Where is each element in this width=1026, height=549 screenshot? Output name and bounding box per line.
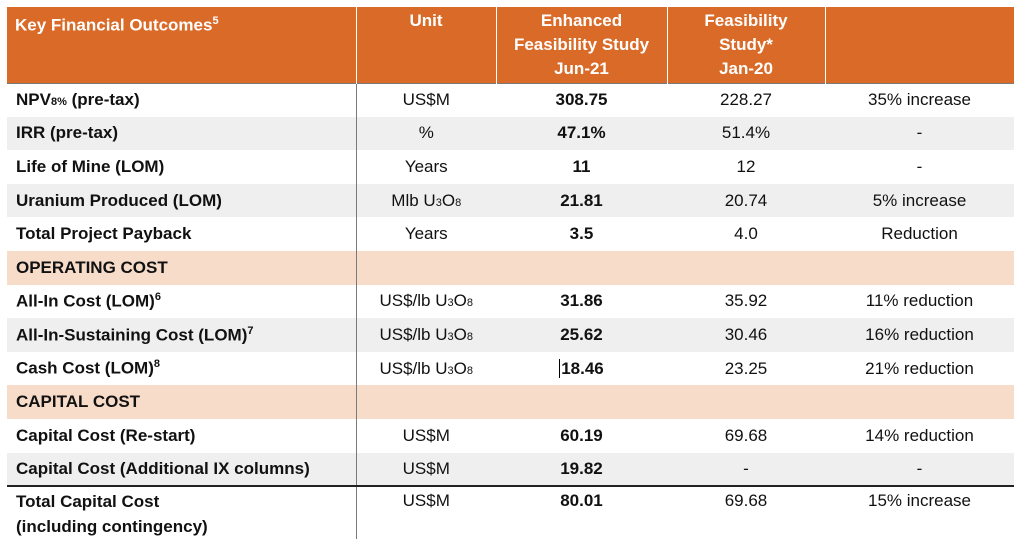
table-row-payback: Total Project Payback Years 3.5 4.0 Redu… <box>7 217 1014 251</box>
row-fs-value: 51.4% <box>667 116 825 151</box>
section-cell <box>355 385 496 419</box>
table-row-life-of-mine: Life of Mine (LOM) Years 11 12 - <box>7 150 1014 184</box>
header-enhanced-feasibility-study: Enhanced Feasibility Study Jun-21 <box>495 7 667 83</box>
row-efs-value: 308.75 <box>496 82 667 117</box>
row-label: Capital Cost (Additional IX columns) <box>7 452 356 487</box>
row-fs-value: 4.0 <box>734 224 758 244</box>
row-unit: US$M <box>355 452 496 487</box>
row-unit: US$/lb U3O8 <box>355 284 496 319</box>
row-unit: US$M <box>355 82 496 117</box>
row-change: Reduction <box>881 224 958 244</box>
header-change <box>824 7 1014 83</box>
section-cell <box>667 385 825 419</box>
row-efs-value: 31.86 <box>560 291 603 311</box>
section-title: OPERATING COST <box>7 250 356 285</box>
row-change: - <box>825 116 1014 151</box>
table-row-npv: NPV8% (pre-tax) US$M 308.75 228.27 35% i… <box>7 82 1014 117</box>
row-change: 35% increase <box>825 82 1014 117</box>
row-efs-value[interactable]: 18.46 <box>559 358 604 378</box>
row-efs-value: 47.1% <box>496 116 667 151</box>
row-fs-value: 69.68 <box>724 425 768 445</box>
section-cell <box>355 250 496 285</box>
row-efs-value: 80.01 <box>496 485 667 540</box>
row-fs-value: 69.68 <box>667 485 825 540</box>
table-row-capital-restart: Capital Cost (Re-start) US$M 60.19 69.68… <box>7 418 1014 453</box>
section-title: CAPITAL COST <box>7 385 356 419</box>
table-row-irr: IRR (pre-tax) % 47.1% 51.4% - <box>7 116 1014 151</box>
row-label: IRR (pre-tax) <box>7 116 356 151</box>
row-label: Life of Mine (LOM) <box>16 156 165 176</box>
row-efs-value: 60.19 <box>560 425 603 445</box>
table-row-capital-ix-columns: Capital Cost (Additional IX columns) US$… <box>7 452 1014 487</box>
row-change: 21% reduction <box>865 358 974 378</box>
row-fs-value: 30.46 <box>667 318 825 352</box>
section-cell <box>667 250 825 285</box>
financial-outcomes-table: Key Financial Outcomes5 Unit Enhanced Fea… <box>7 7 1014 540</box>
footnote-ref: 5 <box>212 15 219 27</box>
row-label: Capital Cost (Re-start) <box>16 425 196 445</box>
row-unit: Mlb U3O8 <box>355 183 496 218</box>
row-unit: % <box>355 116 496 151</box>
table-row-total-capital-cost: Total Capital Cost (including contingency… <box>7 485 1014 540</box>
section-cell <box>496 250 667 285</box>
row-unit: US$/lb U3O8 <box>355 351 496 386</box>
row-label: Cash Cost (LOM)8 <box>16 358 161 378</box>
section-row-operating-cost: OPERATING COST <box>7 250 1014 285</box>
row-efs-value: 25.62 <box>496 318 667 352</box>
table-row-all-in-cost: All-In Cost (LOM)6 US$/lb U3O8 31.86 35.… <box>7 284 1014 319</box>
row-unit: US$M <box>355 418 496 453</box>
row-change: - <box>825 452 1014 487</box>
header-row: Key Financial Outcomes5 Unit Enhanced Fea… <box>7 7 1014 83</box>
row-fs-value: 20.74 <box>667 183 825 218</box>
row-change: 11% reduction <box>865 291 974 311</box>
table-row-cash-cost: Cash Cost (LOM)8 US$/lb U3O8 18.46 23.25… <box>7 351 1014 386</box>
row-label: All-In-Sustaining Cost (LOM)7 <box>7 318 356 352</box>
row-label: NPV8% (pre-tax) <box>7 82 356 117</box>
row-fs-value: 23.25 <box>724 358 768 378</box>
row-label: All-In Cost (LOM)6 <box>16 291 161 311</box>
row-fs-value: - <box>667 452 825 487</box>
table-row-all-in-sustaining-cost: All-In-Sustaining Cost (LOM)7 US$/lb U3O… <box>7 318 1014 352</box>
row-fs-value: 12 <box>736 156 756 176</box>
row-label: Uranium Produced (LOM) <box>7 183 356 218</box>
row-unit: Years <box>355 150 496 184</box>
row-fs-value: 228.27 <box>667 82 825 117</box>
row-change: - <box>916 156 923 176</box>
row-efs-value: 11 <box>572 156 591 176</box>
row-label: Total Capital Cost (including contingency… <box>7 485 356 540</box>
section-cell <box>496 385 667 419</box>
row-change: 16% reduction <box>825 318 1014 352</box>
header-feasibility-study: Feasibility Study* Jan-20 <box>666 7 825 83</box>
header-unit: Unit <box>355 7 496 83</box>
table-row-uranium-produced: Uranium Produced (LOM) Mlb U3O8 21.81 20… <box>7 183 1014 218</box>
section-cell <box>825 250 1014 285</box>
section-row-capital-cost: CAPITAL COST <box>7 385 1014 419</box>
row-unit: Years <box>355 217 496 251</box>
row-change: 14% reduction <box>865 425 974 445</box>
row-fs-value: 35.92 <box>724 291 768 311</box>
row-change: 5% increase <box>825 183 1014 218</box>
row-label: Total Project Payback <box>16 224 192 244</box>
row-efs-value: 19.82 <box>496 452 667 487</box>
row-unit: US$/lb U3O8 <box>355 318 496 352</box>
row-unit: US$M <box>355 485 496 540</box>
header-key-financial-outcomes: Key Financial Outcomes5 <box>7 7 356 83</box>
row-efs-value: 21.81 <box>496 183 667 218</box>
row-efs-value: 3.5 <box>569 224 594 244</box>
section-cell <box>825 385 1014 419</box>
row-change: 15% increase <box>825 485 1014 540</box>
